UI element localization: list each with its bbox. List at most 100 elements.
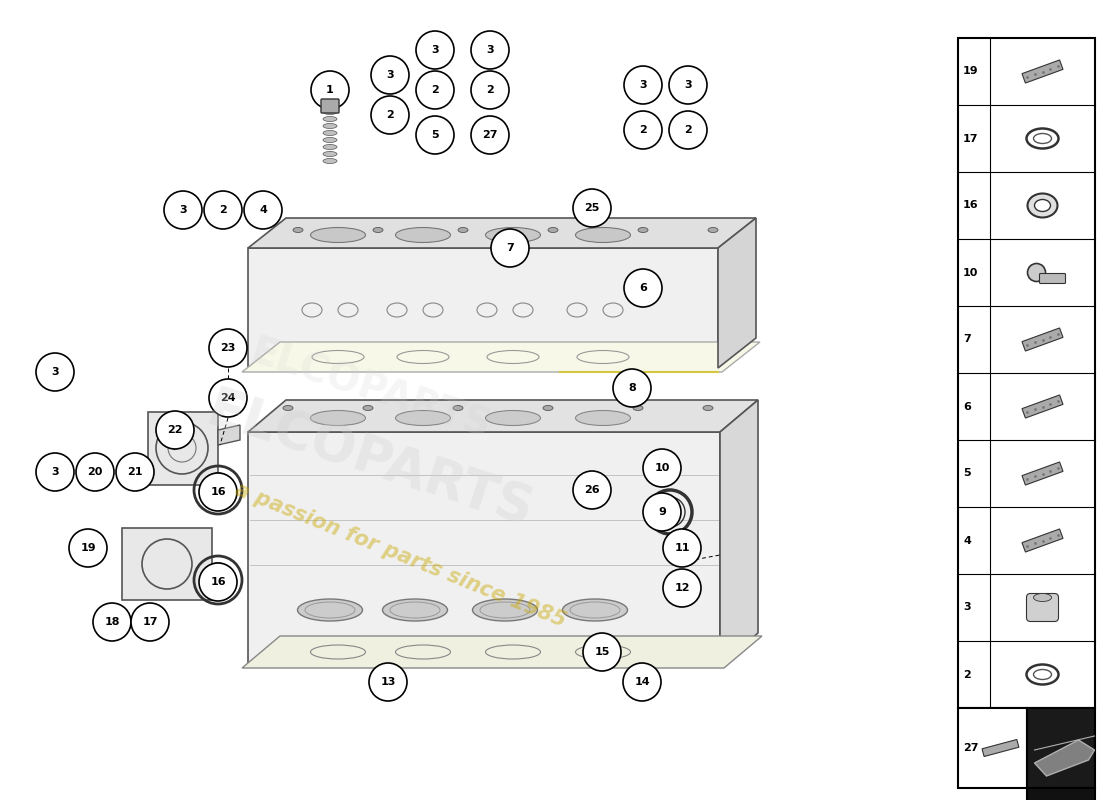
Circle shape <box>94 603 131 641</box>
Text: 16: 16 <box>210 577 225 587</box>
Text: 2: 2 <box>386 110 394 120</box>
Ellipse shape <box>632 406 644 410</box>
Ellipse shape <box>634 678 656 692</box>
Text: 2: 2 <box>431 85 439 95</box>
Circle shape <box>624 269 662 307</box>
Polygon shape <box>248 218 756 248</box>
Polygon shape <box>1022 395 1063 418</box>
FancyBboxPatch shape <box>321 99 339 113</box>
Polygon shape <box>218 425 240 445</box>
Circle shape <box>131 603 169 641</box>
Ellipse shape <box>297 599 363 621</box>
Ellipse shape <box>638 227 648 233</box>
Circle shape <box>156 411 194 449</box>
Text: 4: 4 <box>260 205 267 215</box>
FancyBboxPatch shape <box>1026 594 1058 622</box>
Ellipse shape <box>1027 194 1057 218</box>
Circle shape <box>199 473 236 511</box>
Polygon shape <box>242 342 760 372</box>
Circle shape <box>199 563 236 601</box>
Text: 19: 19 <box>962 66 979 77</box>
Polygon shape <box>720 400 758 665</box>
Circle shape <box>663 569 701 607</box>
Ellipse shape <box>323 158 337 163</box>
Ellipse shape <box>548 227 558 233</box>
Text: a passion for parts since 1985: a passion for parts since 1985 <box>232 479 569 630</box>
Circle shape <box>116 453 154 491</box>
Ellipse shape <box>323 123 337 129</box>
Circle shape <box>644 493 681 531</box>
Text: 27: 27 <box>962 743 979 753</box>
Ellipse shape <box>473 599 538 621</box>
Text: 25: 25 <box>584 203 600 213</box>
Circle shape <box>573 189 610 227</box>
Ellipse shape <box>453 406 463 410</box>
Polygon shape <box>1022 60 1063 83</box>
Ellipse shape <box>323 110 337 114</box>
Ellipse shape <box>597 650 613 660</box>
Circle shape <box>311 71 349 109</box>
Text: 3: 3 <box>639 80 647 90</box>
Polygon shape <box>148 412 218 485</box>
FancyBboxPatch shape <box>958 708 1026 788</box>
Text: 10: 10 <box>654 463 670 473</box>
Text: 3: 3 <box>52 367 58 377</box>
Text: 10: 10 <box>962 267 978 278</box>
Text: 20: 20 <box>87 467 102 477</box>
Circle shape <box>583 633 621 671</box>
Circle shape <box>471 71 509 109</box>
Polygon shape <box>1022 529 1063 552</box>
Text: 17: 17 <box>142 617 157 627</box>
Text: 2: 2 <box>639 125 647 135</box>
Text: 2: 2 <box>962 670 970 679</box>
Ellipse shape <box>575 227 630 242</box>
Text: ELCOPARTS: ELCOPARTS <box>245 333 495 447</box>
Polygon shape <box>1022 328 1063 351</box>
Ellipse shape <box>363 406 373 410</box>
Circle shape <box>371 56 409 94</box>
Text: 3: 3 <box>179 205 187 215</box>
Ellipse shape <box>1034 594 1052 602</box>
Text: 7: 7 <box>962 334 970 345</box>
Ellipse shape <box>323 151 337 157</box>
Ellipse shape <box>293 227 303 233</box>
Ellipse shape <box>310 227 365 242</box>
Circle shape <box>36 353 74 391</box>
Circle shape <box>416 31 454 69</box>
Polygon shape <box>248 248 718 368</box>
Circle shape <box>164 191 202 229</box>
Text: 15: 15 <box>594 647 609 657</box>
Text: 8: 8 <box>628 383 636 393</box>
Polygon shape <box>248 432 720 665</box>
Text: 16: 16 <box>962 201 979 210</box>
Text: 5: 5 <box>431 130 439 140</box>
Text: 12: 12 <box>674 583 690 593</box>
Text: 24: 24 <box>220 393 235 403</box>
Ellipse shape <box>310 410 365 426</box>
Polygon shape <box>1034 740 1094 776</box>
Text: 6: 6 <box>962 402 971 411</box>
Text: 18: 18 <box>104 617 120 627</box>
Ellipse shape <box>575 410 630 426</box>
Circle shape <box>644 449 681 487</box>
Circle shape <box>624 111 662 149</box>
Ellipse shape <box>708 227 718 233</box>
Text: 2: 2 <box>684 125 692 135</box>
Polygon shape <box>122 528 212 600</box>
FancyBboxPatch shape <box>1040 274 1066 283</box>
Ellipse shape <box>323 117 337 122</box>
Circle shape <box>471 116 509 154</box>
Text: 22: 22 <box>167 425 183 435</box>
Ellipse shape <box>543 406 553 410</box>
Text: 3: 3 <box>486 45 494 55</box>
Ellipse shape <box>396 410 451 426</box>
Text: 3: 3 <box>386 70 394 80</box>
Text: 2: 2 <box>486 85 494 95</box>
Ellipse shape <box>485 227 540 242</box>
Ellipse shape <box>323 145 337 150</box>
Circle shape <box>669 66 707 104</box>
Circle shape <box>416 116 454 154</box>
Circle shape <box>624 66 662 104</box>
Text: 103 05: 103 05 <box>1030 799 1092 800</box>
Text: 2: 2 <box>219 205 227 215</box>
